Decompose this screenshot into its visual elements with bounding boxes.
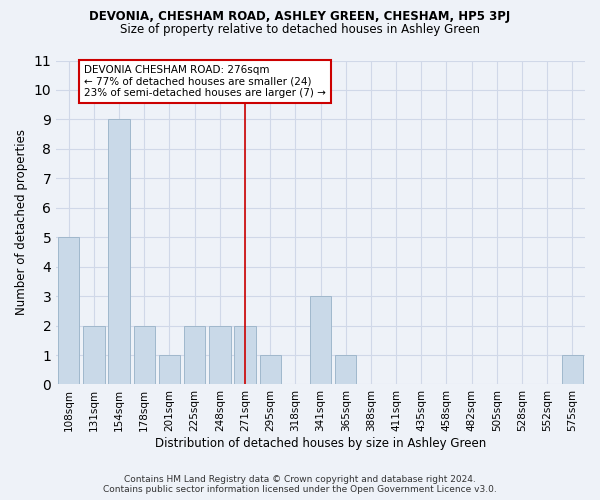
Bar [83,326,104,384]
Bar [562,355,583,384]
Bar [209,326,230,384]
Text: DEVONIA CHESHAM ROAD: 276sqm
← 77% of detached houses are smaller (24)
23% of se: DEVONIA CHESHAM ROAD: 276sqm ← 77% of de… [84,65,326,98]
Text: Size of property relative to detached houses in Ashley Green: Size of property relative to detached ho… [120,22,480,36]
Text: DEVONIA, CHESHAM ROAD, ASHLEY GREEN, CHESHAM, HP5 3PJ: DEVONIA, CHESHAM ROAD, ASHLEY GREEN, CHE… [89,10,511,23]
Bar [58,237,79,384]
Y-axis label: Number of detached properties: Number of detached properties [15,130,28,316]
Bar [260,355,281,384]
Bar [335,355,356,384]
Bar [184,326,205,384]
X-axis label: Distribution of detached houses by size in Ashley Green: Distribution of detached houses by size … [155,437,486,450]
Bar [159,355,180,384]
Bar [109,120,130,384]
Text: Contains HM Land Registry data © Crown copyright and database right 2024.: Contains HM Land Registry data © Crown c… [124,475,476,484]
Bar [310,296,331,384]
Text: Contains public sector information licensed under the Open Government Licence v3: Contains public sector information licen… [103,485,497,494]
Bar [235,326,256,384]
Bar [134,326,155,384]
